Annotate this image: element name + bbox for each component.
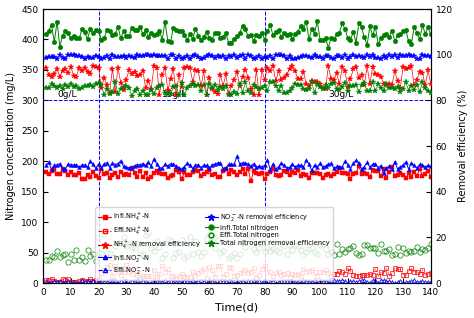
- Y-axis label: Nitrogen concentration (mg/L): Nitrogen concentration (mg/L): [6, 72, 16, 220]
- Legend: Infl.NH$_4^+$-N, Effl.NH$_4^+$-N, NH$_4^+$-N removal efficiency, Infl.NO$_2^-$-N: Infl.NH$_4^+$-N, Effl.NH$_4^+$-N, NH$_4^…: [95, 207, 333, 280]
- Text: 30g/L: 30g/L: [328, 90, 354, 99]
- Y-axis label: Removal efficiency (%): Removal efficiency (%): [458, 90, 468, 202]
- Text: 0g/L: 0g/L: [57, 90, 77, 99]
- X-axis label: Time(d): Time(d): [216, 302, 258, 313]
- Text: 15g/L: 15g/L: [162, 90, 188, 99]
